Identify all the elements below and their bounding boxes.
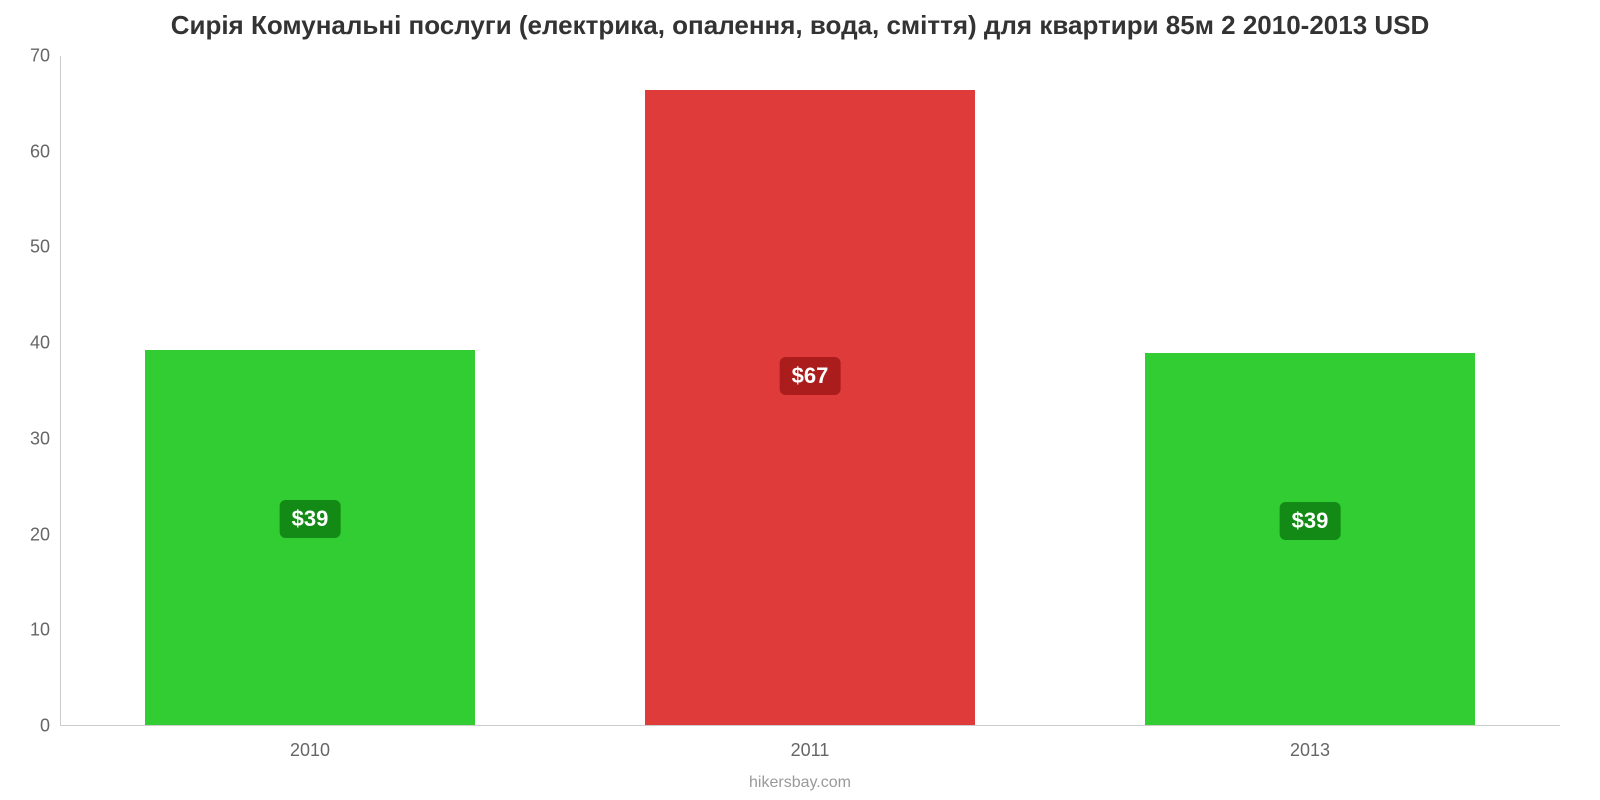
bar: $39 [145, 350, 475, 726]
bar-slot: $39 [60, 56, 560, 726]
chart-container: Сирія Комунальні послуги (електрика, опа… [0, 0, 1600, 800]
x-tick-label: 2013 [1290, 726, 1330, 761]
y-tick-label: 0 [40, 716, 60, 737]
bar-slot: $39 [1060, 56, 1560, 726]
y-tick-label: 40 [30, 333, 60, 354]
y-tick-label: 60 [30, 141, 60, 162]
plot-area: 010203040506070 $39$67$39 201020112013 [60, 56, 1560, 726]
bar: $39 [1145, 353, 1475, 726]
bar-value-label: $67 [780, 357, 841, 395]
bar: $67 [645, 90, 975, 727]
y-tick-label: 30 [30, 428, 60, 449]
x-tick-label: 2010 [290, 726, 330, 761]
bar-value-label: $39 [280, 500, 341, 538]
source-attribution: hikersbay.com [0, 774, 1600, 792]
bar-value-label: $39 [1280, 502, 1341, 540]
bars-layer: $39 $67 $39 [60, 56, 1560, 726]
chart-title: Сирія Комунальні послуги (електрика, опа… [0, 10, 1600, 41]
y-tick-label: 50 [30, 237, 60, 258]
bar-slot: $67 [560, 56, 1060, 726]
x-tick-label: 2011 [791, 726, 830, 761]
y-tick-label: 20 [30, 524, 60, 545]
y-tick-label: 10 [30, 620, 60, 641]
y-tick-label: 70 [30, 46, 60, 67]
